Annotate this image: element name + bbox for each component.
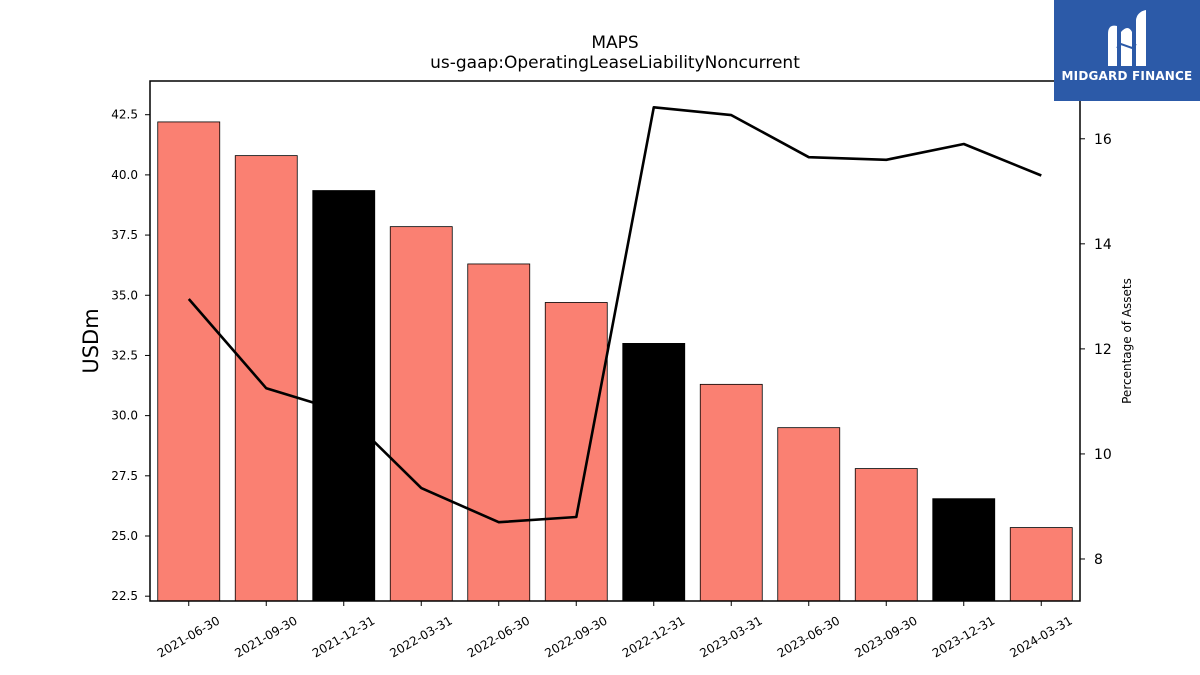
chart-title: MAPS: [591, 33, 638, 53]
y-tick-label: 25.0: [111, 529, 138, 543]
y-tick-label: 42.5: [111, 108, 138, 122]
bar-2021-06-30: [157, 121, 221, 602]
x-tick-label: 2022-06-30: [465, 613, 532, 660]
y-axis-label: USDm: [79, 308, 103, 373]
y-tick-label: 27.5: [111, 469, 138, 483]
brand-name: MIDGARD FINANCE: [1061, 69, 1193, 83]
plot-frame: [149, 80, 1081, 602]
x-tick-label: 2022-12-31: [620, 613, 687, 660]
y2-tick-label: 8: [1094, 552, 1103, 568]
bar-2021-12-31: [312, 190, 376, 602]
x-tick-label: 2021-09-30: [232, 613, 299, 660]
chart-subtitle: us-gaap:OperatingLeaseLiabilityNoncurren…: [430, 53, 800, 73]
x-tick-label: 2022-03-31: [387, 613, 454, 660]
bar-2023-06-30: [777, 427, 841, 602]
y-tick-label: 22.5: [111, 589, 138, 603]
bar-2022-12-31: [622, 343, 686, 602]
y2-tick-label: 12: [1094, 342, 1112, 358]
y2-axis-label: Percentage of Assets: [1120, 278, 1134, 404]
y-tick-label: 40.0: [111, 168, 138, 182]
y2-tick-label: 16: [1094, 132, 1112, 148]
x-tick-label: 2023-09-30: [852, 613, 919, 660]
bar-2023-09-30: [854, 468, 918, 602]
x-tick-label: 2021-06-30: [155, 613, 222, 660]
bar-2021-09-30: [234, 155, 298, 602]
y-tick-label: 30.0: [111, 409, 138, 423]
bar-2022-03-31: [389, 226, 453, 602]
brand-logo: MIDGARD FINANCE: [1054, 0, 1200, 101]
x-tick-label: 2022-09-30: [542, 613, 609, 660]
y-tick-label: 35.0: [111, 288, 138, 302]
bar-2022-09-30: [544, 302, 608, 602]
y-tick-label: 32.5: [111, 348, 138, 362]
x-tick-label: 2021-12-31: [310, 613, 377, 660]
x-tick-label: 2024-03-31: [1007, 613, 1074, 660]
percentage-line: [187, 106, 1042, 524]
x-tick-label: 2023-06-30: [775, 613, 842, 660]
bar-2024-03-31: [1009, 527, 1073, 602]
bar-2023-03-31: [699, 383, 763, 602]
bar-2022-06-30: [467, 263, 531, 602]
x-tick-label: 2023-12-31: [930, 613, 997, 660]
bar-2023-12-31: [932, 498, 996, 602]
y2-tick-label: 10: [1094, 447, 1112, 463]
x-tick-label: 2023-03-31: [697, 613, 764, 660]
y2-tick-label: 14: [1094, 237, 1112, 253]
midgard-m-logo-icon: [1108, 10, 1146, 66]
y-tick-label: 37.5: [111, 228, 138, 242]
